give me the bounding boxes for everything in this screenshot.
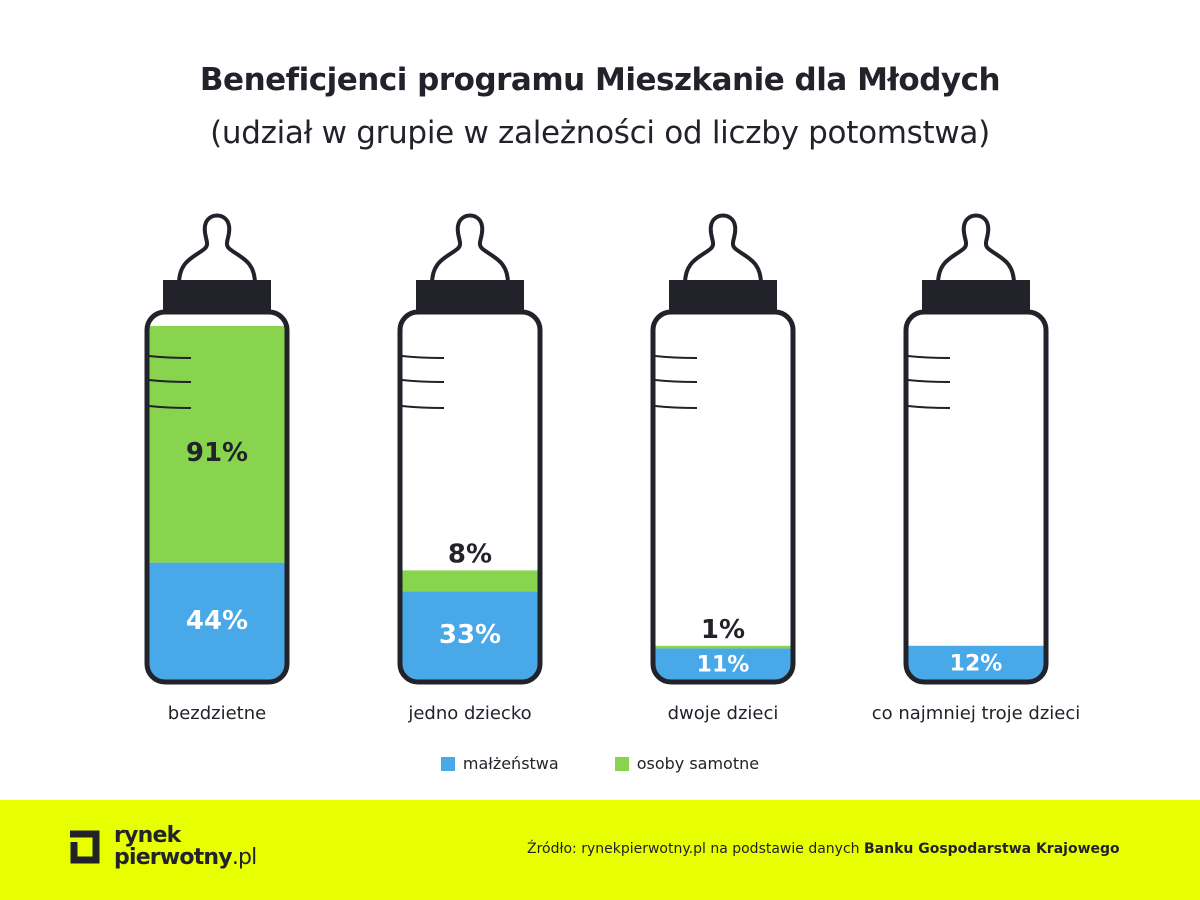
footer bbox=[0, 800, 1200, 900]
logo-line2: pierwotny bbox=[114, 845, 233, 870]
legend-label: małżeństwa bbox=[462, 754, 559, 773]
legend-label: osoby samotne bbox=[636, 754, 760, 773]
bottle-cap bbox=[416, 280, 524, 314]
data-label-malzenstwa: 33% bbox=[439, 620, 501, 650]
nipple bbox=[683, 213, 763, 285]
bottle-cap bbox=[922, 280, 1030, 314]
measure-mark bbox=[907, 355, 951, 359]
category-label: bezdzietne bbox=[168, 703, 266, 724]
bottle-outline bbox=[397, 309, 543, 685]
bottle-fill bbox=[400, 570, 540, 682]
bar-segment-malzenstwa bbox=[906, 645, 1046, 682]
data-label-osoby-samotne: 1% bbox=[701, 615, 745, 645]
logo: rynek pierwotny.pl bbox=[66, 825, 257, 869]
bottle-fill bbox=[906, 645, 1046, 682]
legend-item-osoby-samotne: osoby samotne bbox=[614, 754, 760, 773]
measure-mark bbox=[401, 405, 445, 409]
bottle-cap bbox=[669, 280, 777, 314]
logo-line1: rynek bbox=[114, 823, 181, 848]
measure-mark bbox=[401, 355, 445, 359]
bar-segment-osoby-samotne bbox=[147, 326, 287, 563]
chart-title: Beneficjenci programu Mieszkanie dla Mło… bbox=[199, 62, 1001, 98]
measure-mark bbox=[148, 355, 192, 359]
bar-segment-osoby-samotne bbox=[400, 570, 540, 592]
data-label-osoby-samotne: 91% bbox=[186, 438, 248, 468]
data-label-osoby-samotne: 8% bbox=[448, 539, 492, 569]
measure-mark bbox=[654, 355, 698, 359]
legend-swatch-blue bbox=[440, 756, 455, 771]
bottle-outline bbox=[144, 309, 290, 685]
measure-mark bbox=[148, 405, 192, 409]
legend: małżeństwa osoby samotne bbox=[0, 754, 1200, 773]
logo-icon bbox=[70, 830, 100, 864]
bottle-0: 44% 91% bezdzietne bbox=[144, 213, 290, 724]
category-label: jedno dziecko bbox=[407, 703, 531, 724]
nipple bbox=[430, 213, 510, 285]
bottle-2: 11% 1% dwoje dzieci bbox=[650, 213, 796, 724]
bar-segment-malzenstwa bbox=[653, 648, 793, 682]
measure-mark bbox=[401, 379, 445, 383]
data-label-malzenstwa: 12% bbox=[950, 651, 1003, 676]
source-bold: Banku Gospodarstwa Krajowego bbox=[863, 841, 1120, 857]
bottle-1: 33% 8% jedno dziecko bbox=[397, 213, 543, 724]
nipple bbox=[936, 213, 1016, 285]
measure-mark bbox=[654, 405, 698, 409]
bottle-3: 12% co najmniej troje dzieci bbox=[872, 213, 1081, 724]
bar-segment-malzenstwa bbox=[147, 562, 287, 682]
bottle-fill bbox=[147, 326, 287, 682]
bottle-fill bbox=[653, 645, 793, 682]
measure-mark bbox=[907, 405, 951, 409]
bar-segment-osoby-samotne bbox=[653, 645, 793, 649]
bottle-outline bbox=[650, 309, 796, 685]
measure-mark bbox=[654, 379, 698, 383]
nipple bbox=[177, 213, 257, 285]
source-prefix: Źródło: rynekpierwotny.pl na podstawie d… bbox=[527, 841, 864, 857]
logo-text: rynek pierwotny.pl bbox=[114, 825, 257, 869]
source-note: Źródło: rynekpierwotny.pl na podstawie d… bbox=[527, 841, 1120, 857]
measure-mark bbox=[148, 379, 192, 383]
bottle-outline bbox=[903, 309, 1049, 685]
logo-suffix: .pl bbox=[231, 845, 257, 870]
bottle-chart: 44% 91% bezdzietne 33% 8% jedno dziecko 11% 1% d… bbox=[144, 213, 1081, 724]
bottle-cap bbox=[163, 280, 271, 314]
category-label: co najmniej troje dzieci bbox=[872, 703, 1081, 724]
legend-item-malzenstwa: małżeństwa bbox=[440, 754, 559, 773]
legend-swatch-green bbox=[614, 756, 629, 771]
bar-segment-malzenstwa bbox=[400, 591, 540, 682]
chart-subtitle: (udział w grupie w zależności od liczby … bbox=[210, 115, 990, 151]
data-label-malzenstwa: 11% bbox=[697, 653, 750, 678]
measure-mark bbox=[907, 379, 951, 383]
category-label: dwoje dzieci bbox=[668, 703, 779, 724]
data-label-malzenstwa: 44% bbox=[186, 606, 248, 636]
